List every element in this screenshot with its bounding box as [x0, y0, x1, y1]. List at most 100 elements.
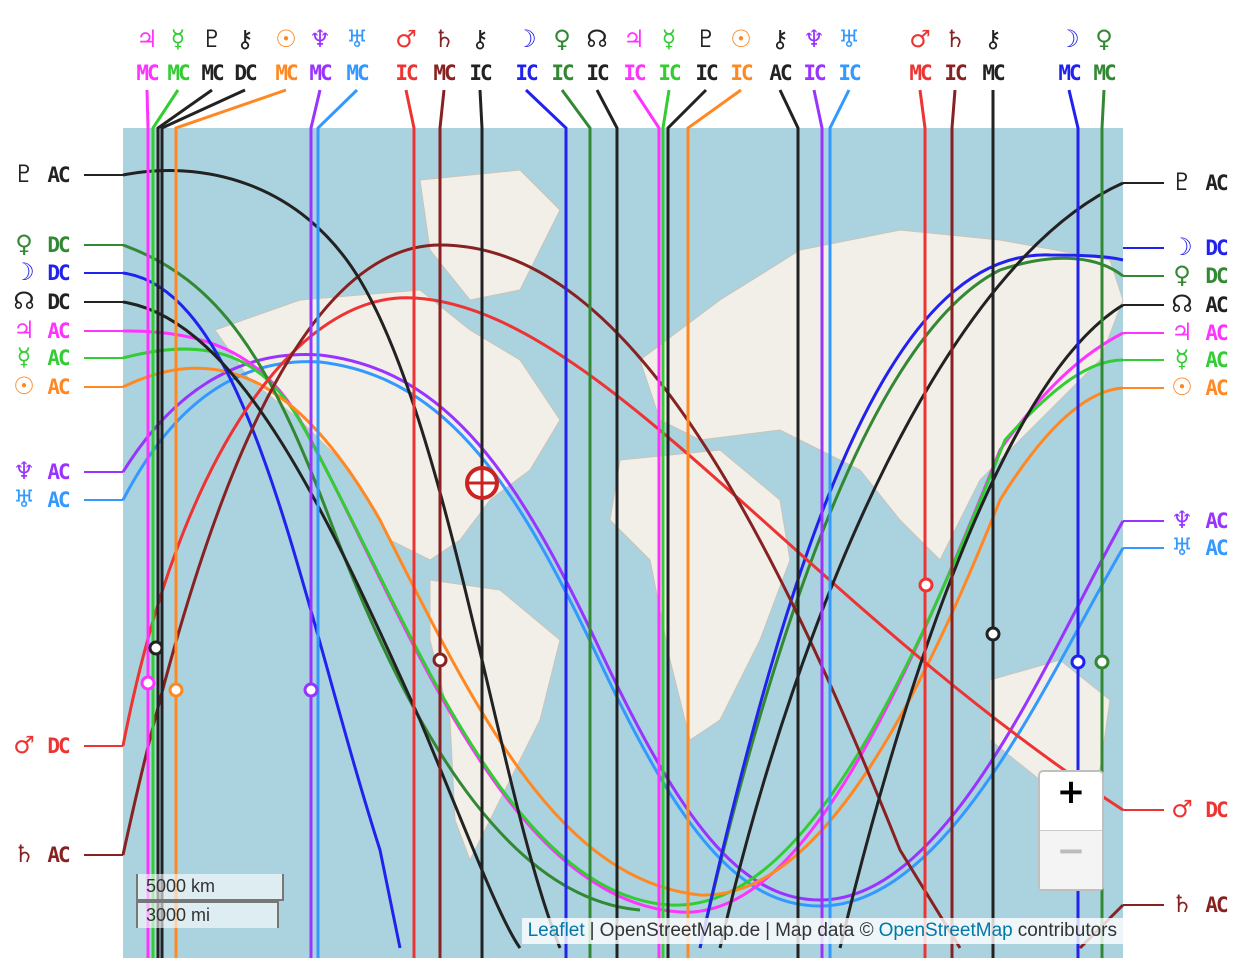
birth-marker[interactable] [465, 466, 499, 500]
label-symbol: ⚷ [236, 25, 254, 53]
markers [140, 577, 1110, 698]
label-angle: IC [395, 61, 418, 85]
label-angle: MC [346, 61, 369, 85]
label-symbol: ⚷ [984, 25, 1002, 53]
label-angle: AC [1205, 509, 1228, 533]
zoom-out[interactable]: − [1040, 831, 1102, 889]
vertical-line [438, 89, 446, 958]
label-angle: DC [47, 734, 70, 758]
curve [122, 169, 1124, 949]
label-symbol: ☿ [171, 25, 186, 53]
label-angle: AC [1205, 348, 1228, 372]
label-angle: IC [658, 61, 681, 85]
label-symbol: ♅ [346, 25, 368, 53]
label-angle: AC [1205, 893, 1228, 917]
vertical-line [156, 88, 213, 958]
vertical-line [828, 89, 851, 958]
label-angle: DC [1205, 236, 1228, 260]
label-symbol: ☊ [13, 287, 34, 315]
attribution-part: contributors [1017, 920, 1117, 941]
vertical-line [404, 89, 416, 958]
vertical-line [478, 89, 484, 958]
label-symbol: ♇ [13, 160, 35, 188]
label-angle: MC [982, 61, 1005, 85]
vertical-line [632, 89, 661, 958]
label-symbol: ♂ [1171, 795, 1193, 823]
label-symbol: ♂ [13, 731, 35, 759]
vertical-line [950, 89, 957, 958]
label-angle: MC [433, 61, 456, 85]
attribution-part[interactable]: Leaflet [527, 920, 585, 941]
zoom-in[interactable]: + [1040, 772, 1102, 831]
label-symbol: ♆ [803, 25, 825, 53]
vertical-line [160, 88, 246, 958]
zoom-control: + − [1038, 770, 1104, 891]
label-symbol: ☊ [1171, 290, 1192, 318]
label-symbol: ☿ [1175, 345, 1190, 373]
label-angle: DC [1205, 798, 1228, 822]
marker [303, 682, 319, 698]
label-angle: AC [1205, 376, 1228, 400]
label-angle: AC [47, 319, 70, 343]
label-symbol: ♀ [553, 25, 571, 53]
label-symbol: ☽ [1058, 25, 1080, 53]
attribution-part: OpenStreetMap.de [599, 920, 761, 941]
label-angle: DC [1205, 264, 1228, 288]
vertical-line [666, 88, 708, 958]
label-angle: AC [1205, 321, 1228, 345]
label-symbol: ⚷ [471, 25, 489, 53]
label-symbol: ♆ [1171, 506, 1193, 534]
label-angle: IC [803, 61, 826, 85]
label-symbol: ♄ [944, 25, 966, 53]
label-symbol: ☉ [730, 25, 752, 53]
curve [122, 366, 1124, 897]
label-symbol: ♄ [13, 840, 35, 868]
label-angle: IC [695, 61, 718, 85]
attribution-part[interactable]: OpenStreetMap [878, 920, 1013, 941]
label-angle: DC [47, 290, 70, 314]
label-angle: MC [909, 61, 932, 85]
vertical-line [918, 89, 927, 958]
label-angle: IC [623, 61, 646, 85]
label-angle: MC [275, 61, 298, 85]
label-symbol: ☉ [275, 25, 297, 53]
label-angle: MC [167, 61, 190, 85]
label-symbol: ♅ [1171, 533, 1193, 561]
label-angle: IC [551, 61, 574, 85]
scale-mi: 3000 mi [136, 901, 279, 928]
label-angle: AC [769, 61, 792, 85]
label-symbol: ♃ [136, 25, 158, 53]
vertical-line [778, 89, 800, 958]
label-angle: AC [47, 488, 70, 512]
label-symbol: ♂ [395, 25, 417, 53]
label-symbol: ♇ [201, 25, 223, 53]
label-symbol: ♂ [909, 25, 931, 53]
label-angle: MC [309, 61, 332, 85]
label-symbol: ♅ [838, 25, 860, 53]
label-angle: AC [47, 843, 70, 867]
attribution-part: | [589, 920, 595, 941]
label-angle: IC [515, 61, 538, 85]
label-angle: AC [47, 346, 70, 370]
label-symbol: ♀ [15, 230, 33, 258]
label-symbol: ♃ [13, 316, 35, 344]
label-angle: MC [1093, 61, 1116, 85]
attribution-part: | [765, 920, 771, 941]
marker [140, 675, 156, 691]
vertical-line [1100, 89, 1106, 958]
label-symbol: ⚷ [771, 25, 789, 53]
label-symbol: ♀ [1095, 25, 1113, 53]
vertical-line [316, 88, 359, 958]
label-symbol: ♄ [433, 25, 455, 53]
label-symbol: ☽ [515, 25, 537, 53]
scale-km: 5000 km [136, 874, 284, 901]
curve [121, 296, 1124, 812]
attribution: Leaflet | OpenStreetMap.de | Map data © OpenS… [521, 918, 1123, 944]
label-symbol: ☽ [1171, 233, 1193, 261]
vertical-line [595, 89, 619, 958]
label-angle: AC [47, 460, 70, 484]
marker [918, 577, 934, 593]
vertical-line [812, 89, 824, 958]
label-symbol: ♆ [309, 25, 331, 53]
